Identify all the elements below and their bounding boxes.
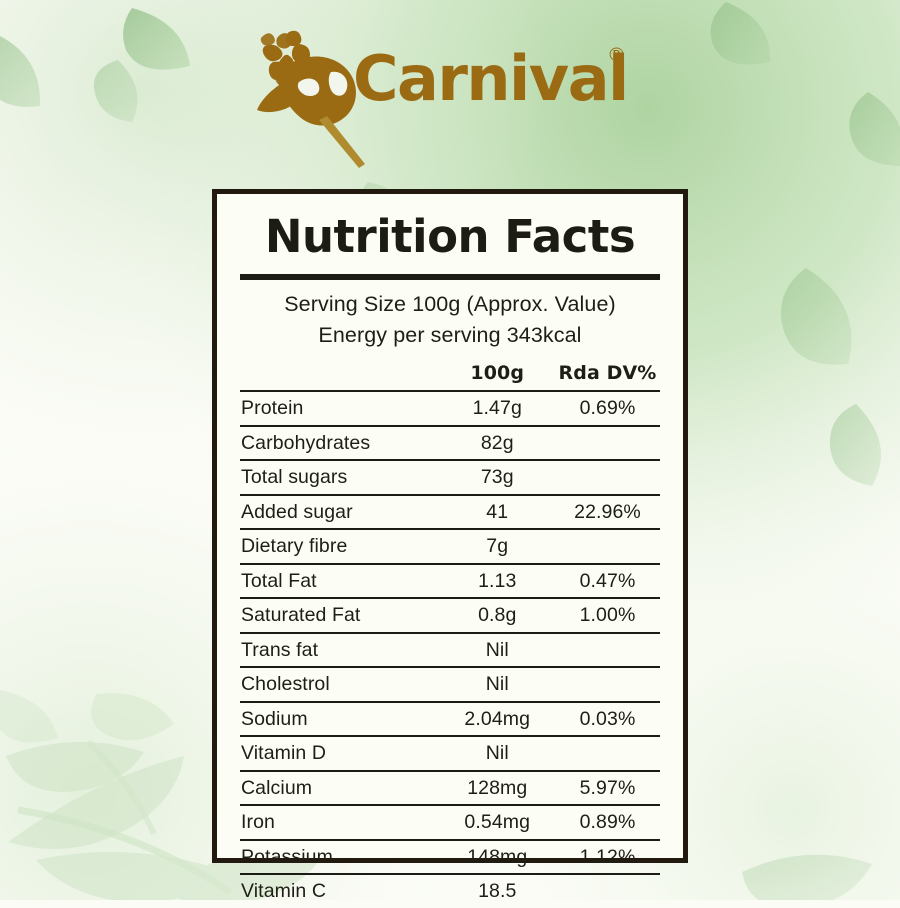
nutrient-amount: 1.13	[478, 569, 517, 592]
column-header-dv: Rda DV%	[558, 361, 657, 384]
table-row: Cholestrol Nil	[240, 667, 660, 702]
nutrient-name: Vitamin D	[241, 742, 327, 765]
table-row: Protein 1.47g 0.69%	[240, 391, 660, 426]
table-header: 100g Rda DV%	[240, 358, 660, 391]
nutrient-amount: 148mg	[467, 845, 528, 868]
nutrient-amount: 0.54mg	[464, 811, 531, 834]
nutrient-amount: 128mg	[467, 776, 528, 799]
nutrient-daily-value	[555, 633, 660, 668]
nutrient-amount: 41	[486, 500, 509, 523]
page-title: Nutrition Facts	[264, 210, 636, 263]
nutrient-amount: Nil	[485, 638, 509, 661]
nutrient-name: Trans fat	[241, 638, 319, 661]
nutrient-name: Cholestrol	[241, 673, 330, 696]
nutrient-daily-value: 1.00%	[579, 604, 636, 627]
nutrition-table: 100g Rda DV% Protein 1.47g 0.69% Carbohydra…	[240, 358, 660, 908]
nutrient-name: Dietary fibre	[241, 535, 348, 558]
nutrient-daily-value: 0.03%	[579, 707, 636, 730]
nutrient-name: Vitamin C	[241, 880, 327, 903]
nutrient-name: Total sugars	[241, 466, 348, 489]
nutrient-amount: 0.8g	[478, 604, 517, 627]
table-header-row: 100g Rda DV%	[240, 358, 660, 391]
serving-size-text: Serving Size 100g (Approx. Value)	[284, 292, 616, 317]
nutrient-amount: 18.5	[478, 880, 517, 903]
nutrient-daily-value: 1.12%	[579, 845, 636, 868]
title-divider	[240, 274, 660, 281]
nutrient-name: Potassium	[241, 845, 333, 868]
nutrient-daily-value: 0.89%	[579, 811, 636, 834]
nutrition-facts-panel: Nutrition Facts Serving Size 100g (Appro…	[212, 189, 688, 902]
table-row: Sodium 2.04mg 0.03%	[240, 701, 660, 737]
table-row: Vitamin C 18.5	[240, 874, 660, 908]
nutrient-name: Protein	[241, 397, 304, 420]
table-row: Added sugar 41 22.96%	[240, 494, 660, 530]
nutrient-amount: 82g	[480, 431, 514, 454]
nutrient-daily-value	[555, 426, 660, 461]
registered-trademark-symbol: ®	[607, 44, 626, 66]
table-row: Potassium 148mg 1.12%	[240, 839, 660, 875]
table-row: Iron 0.54mg 0.89%	[240, 805, 660, 840]
nutrient-daily-value	[555, 736, 660, 771]
nutrient-daily-value: 0.47%	[579, 569, 636, 592]
nutrient-daily-value	[555, 874, 660, 908]
nutrient-name: Sodium	[241, 707, 308, 730]
nutrient-amount: 2.04mg	[464, 707, 531, 730]
masquerade-mask-icon	[257, 30, 365, 168]
nutrient-daily-value: 0.69%	[579, 397, 636, 420]
table-row: Total Fat 1.13 0.47%	[240, 563, 660, 599]
table-row: Carbohydrates 82g	[240, 425, 660, 461]
brand-name: Carnival	[353, 42, 629, 115]
nutrient-name: Calcium	[241, 776, 313, 799]
nutrient-name: Iron	[241, 811, 276, 834]
table-row: Calcium 128mg 5.97%	[240, 770, 660, 806]
table-row: Vitamin D Nil	[240, 736, 660, 771]
table-row: Dietary fibre 7g	[240, 529, 660, 564]
nutrient-amount: Nil	[485, 742, 509, 765]
decorative-leaves	[0, 8, 190, 122]
table-row: Trans fat Nil	[240, 632, 660, 668]
nutrient-name: Total Fat	[241, 569, 317, 592]
table-row: Total sugars 73g	[240, 460, 660, 495]
nutrient-daily-value	[555, 460, 660, 495]
nutrient-amount: Nil	[485, 673, 509, 696]
table-row: Saturated Fat 0.8g 1.00%	[240, 598, 660, 633]
nutrient-name: Carbohydrates	[241, 431, 371, 454]
column-header-amount: 100g	[470, 361, 525, 384]
nutrient-daily-value	[555, 529, 660, 564]
energy-text: Energy per serving 343kcal	[318, 322, 582, 347]
nutrient-amount: 7g	[486, 535, 509, 558]
nutrient-daily-value: 5.97%	[579, 776, 636, 799]
column-header-nutrient	[240, 358, 440, 391]
nutrient-daily-value	[555, 667, 660, 702]
brand-logo: Carnival ®	[0, 22, 900, 172]
nutrient-amount: 73g	[480, 466, 514, 489]
table-body: Protein 1.47g 0.69% Carbohydrates 82g Total s…	[240, 391, 660, 908]
serving-info: Serving Size 100g (Approx. Value) Energy…	[240, 289, 660, 350]
nutrient-name: Added sugar	[241, 500, 353, 523]
nutrient-amount: 1.47g	[472, 397, 522, 420]
nutrient-daily-value: 22.96%	[574, 500, 641, 523]
nutrient-name: Saturated Fat	[241, 604, 361, 627]
